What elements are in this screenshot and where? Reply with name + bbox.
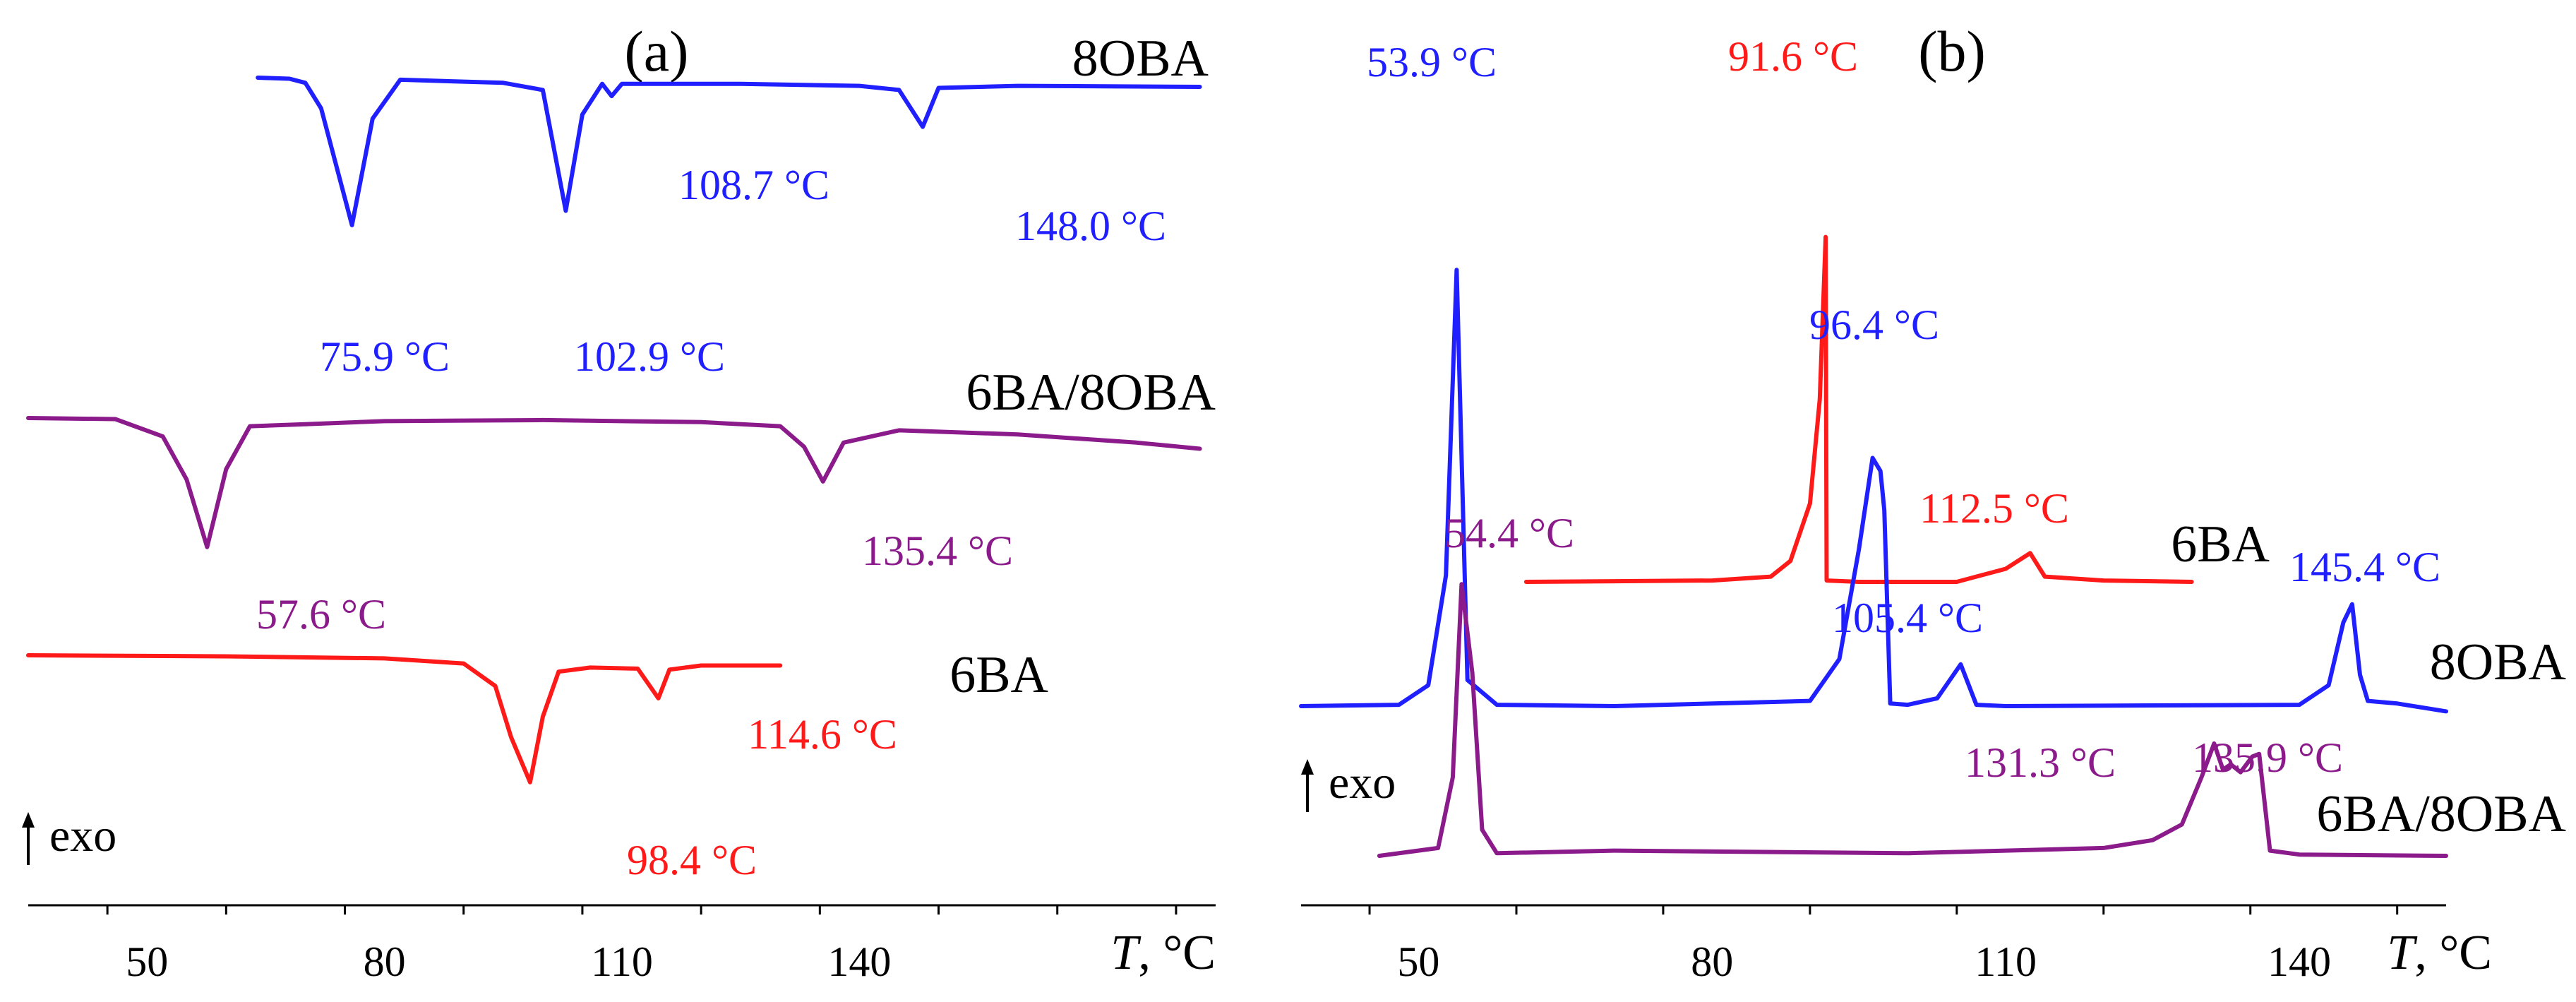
series-name-6ba-8oba: 6BA/8OBA: [966, 364, 1216, 422]
peak-label: 108.7 °C: [678, 162, 829, 208]
series-line-6ba-8oba: [26, 416, 1202, 549]
x-tick-label: 110: [1975, 938, 2037, 985]
series-name-8oba: 8OBA: [2430, 633, 2566, 691]
series-line-6ba: [1523, 234, 2194, 584]
peak-label: 112.5 °C: [1919, 485, 2069, 532]
series-line-8oba: [1299, 268, 2448, 714]
peak-label: 75.9 °C: [320, 333, 450, 380]
peak-label: 105.4 °C: [1832, 595, 1983, 641]
peak-label: 54.4 °C: [1444, 510, 1574, 556]
series-line-6ba-8oba: [1377, 582, 2448, 858]
peak-label: 98.4 °C: [627, 837, 757, 883]
peak-label: 114.6 °C: [748, 711, 897, 758]
peak-label: 102.9 °C: [574, 333, 725, 380]
peak-label: 145.4 °C: [2289, 544, 2440, 590]
x-tick-label: 50: [1397, 938, 1439, 985]
peak-label: 53.9 °C: [1367, 39, 1497, 85]
x-axis-label: T, °C: [1110, 926, 1216, 980]
exo-arrow-icon: [22, 812, 35, 828]
series-name-6ba: 6BA: [949, 646, 1048, 704]
panel-label: (b): [1918, 19, 1986, 83]
x-tick-label: 80: [364, 938, 406, 985]
x-tick-label: 110: [591, 938, 653, 985]
series-line-8oba: [256, 76, 1202, 227]
exo-arrow-icon: [1301, 759, 1314, 775]
peak-label: 135.4 °C: [862, 527, 1013, 574]
x-tick-label: 50: [126, 938, 168, 985]
x-tick-label: 140: [827, 938, 891, 985]
x-axis-label: T, °C: [2387, 926, 2492, 980]
peak-label: 148.0 °C: [1015, 203, 1166, 249]
peak-label: 135.9 °C: [2192, 734, 2343, 781]
panel-a: (a) 50 80 110 140 T, °C exo 8OBA 75.9 °C 102.9 °C…: [22, 19, 1216, 985]
panel-b: (b) 50 80 110 140 T, °C exo 6BA 91.6 °C 112.5 °C 8…: [1299, 19, 2566, 985]
series-name-6ba-8oba: 6BA/8OBA: [2316, 785, 2566, 843]
exo-label: exo: [1329, 757, 1396, 809]
series-line-6ba: [26, 653, 783, 785]
x-tick-label: 140: [2268, 938, 2331, 985]
x-tick-label: 80: [1691, 938, 1733, 985]
panel-label: (a): [624, 19, 688, 83]
peak-label: 131.3 °C: [1965, 739, 2116, 786]
peak-label: 57.6 °C: [256, 591, 386, 638]
peak-label: 96.4 °C: [1809, 302, 1939, 348]
series-name-8oba: 8OBA: [1072, 30, 1209, 88]
series-name-6ba: 6BA: [2171, 515, 2270, 573]
peak-label: 91.6 °C: [1728, 33, 1858, 80]
exo-label: exo: [49, 810, 116, 861]
